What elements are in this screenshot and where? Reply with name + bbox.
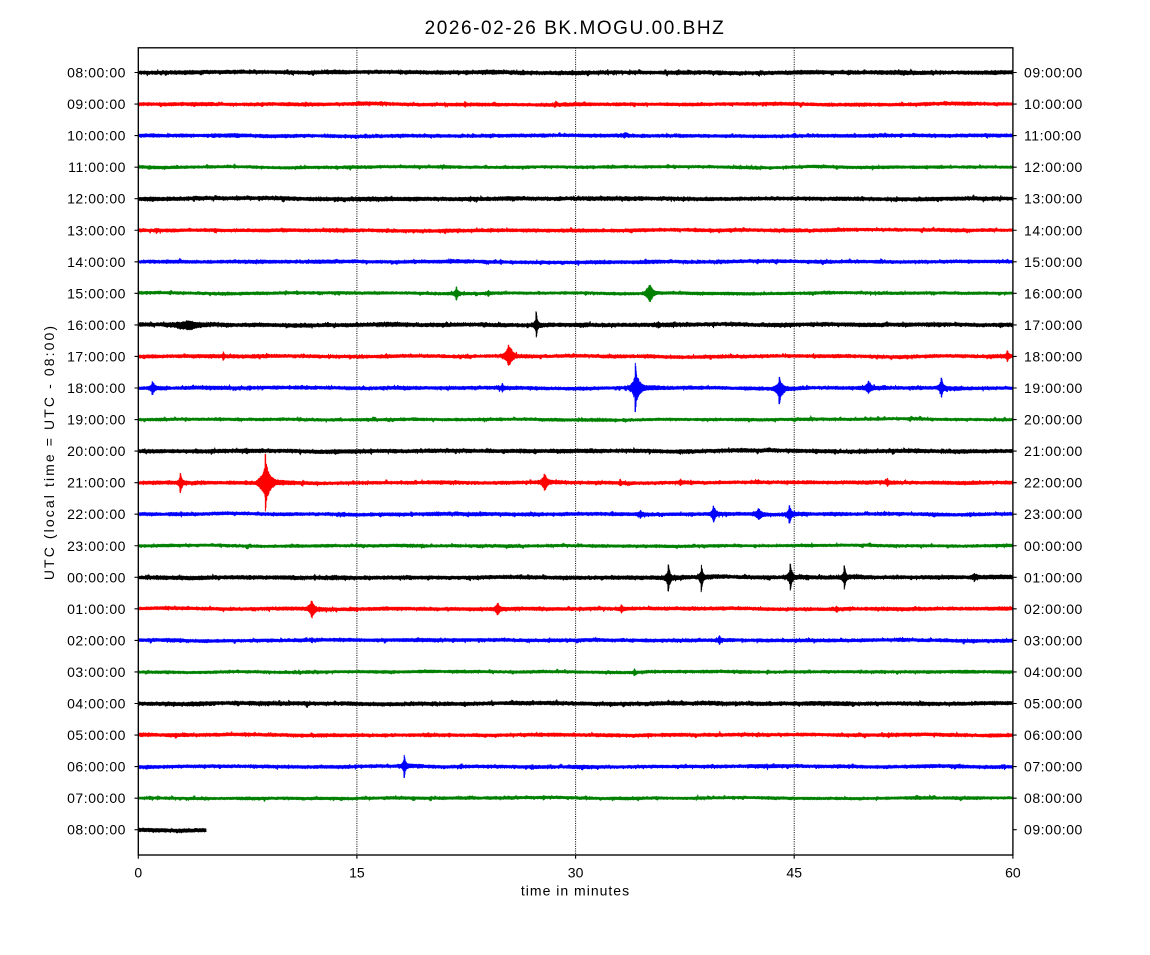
svg-text:UTC (local time = UTC - 08:00): UTC (local time = UTC - 08:00) xyxy=(41,324,57,580)
svg-text:05:00:00: 05:00:00 xyxy=(1024,696,1083,712)
svg-text:19:00:00: 19:00:00 xyxy=(1024,380,1083,396)
svg-text:08:00:00: 08:00:00 xyxy=(67,822,126,838)
svg-text:04:00:00: 04:00:00 xyxy=(1024,664,1083,680)
svg-text:00:00:00: 00:00:00 xyxy=(67,569,126,585)
svg-text:02:00:00: 02:00:00 xyxy=(1024,601,1083,617)
svg-text:04:00:00: 04:00:00 xyxy=(67,696,126,712)
svg-text:17:00:00: 17:00:00 xyxy=(1024,317,1083,333)
svg-text:20:00:00: 20:00:00 xyxy=(67,443,126,459)
svg-text:03:00:00: 03:00:00 xyxy=(1024,632,1083,648)
svg-text:12:00:00: 12:00:00 xyxy=(67,191,126,207)
svg-text:15: 15 xyxy=(349,865,365,881)
svg-text:05:00:00: 05:00:00 xyxy=(67,727,126,743)
svg-text:45: 45 xyxy=(786,865,802,881)
svg-text:10:00:00: 10:00:00 xyxy=(67,128,126,144)
svg-text:time in minutes: time in minutes xyxy=(521,883,630,899)
svg-text:23:00:00: 23:00:00 xyxy=(1024,506,1083,522)
svg-text:09:00:00: 09:00:00 xyxy=(67,96,126,112)
svg-text:13:00:00: 13:00:00 xyxy=(1024,191,1083,207)
svg-text:2026-02-26 BK.MOGU.00.BHZ: 2026-02-26 BK.MOGU.00.BHZ xyxy=(425,18,726,39)
svg-text:22:00:00: 22:00:00 xyxy=(67,506,126,522)
svg-text:07:00:00: 07:00:00 xyxy=(67,790,126,806)
svg-text:07:00:00: 07:00:00 xyxy=(1024,759,1083,775)
svg-text:60: 60 xyxy=(1005,865,1021,881)
svg-text:23:00:00: 23:00:00 xyxy=(67,538,126,554)
svg-text:19:00:00: 19:00:00 xyxy=(67,412,126,428)
svg-text:10:00:00: 10:00:00 xyxy=(1024,96,1083,112)
svg-text:02:00:00: 02:00:00 xyxy=(67,632,126,648)
svg-text:01:00:00: 01:00:00 xyxy=(1024,569,1083,585)
svg-text:20:00:00: 20:00:00 xyxy=(1024,412,1083,428)
svg-text:30: 30 xyxy=(568,865,584,881)
svg-text:12:00:00: 12:00:00 xyxy=(1024,159,1083,175)
svg-text:0: 0 xyxy=(134,865,142,881)
svg-text:13:00:00: 13:00:00 xyxy=(67,222,126,238)
svg-text:14:00:00: 14:00:00 xyxy=(1024,222,1083,238)
svg-text:08:00:00: 08:00:00 xyxy=(1024,790,1083,806)
svg-text:17:00:00: 17:00:00 xyxy=(67,348,126,364)
svg-text:06:00:00: 06:00:00 xyxy=(1024,727,1083,743)
svg-text:15:00:00: 15:00:00 xyxy=(1024,254,1083,270)
svg-text:09:00:00: 09:00:00 xyxy=(1024,822,1083,838)
svg-text:16:00:00: 16:00:00 xyxy=(67,317,126,333)
svg-text:00:00:00: 00:00:00 xyxy=(1024,538,1083,554)
svg-text:21:00:00: 21:00:00 xyxy=(67,475,126,491)
svg-text:06:00:00: 06:00:00 xyxy=(67,759,126,775)
svg-text:11:00:00: 11:00:00 xyxy=(1024,128,1082,144)
svg-text:16:00:00: 16:00:00 xyxy=(1024,285,1083,301)
svg-text:09:00:00: 09:00:00 xyxy=(1024,65,1083,81)
svg-text:08:00:00: 08:00:00 xyxy=(67,65,126,81)
svg-text:03:00:00: 03:00:00 xyxy=(67,664,126,680)
svg-text:18:00:00: 18:00:00 xyxy=(67,380,126,396)
svg-text:14:00:00: 14:00:00 xyxy=(67,254,126,270)
svg-text:15:00:00: 15:00:00 xyxy=(67,285,126,301)
svg-text:01:00:00: 01:00:00 xyxy=(67,601,126,617)
svg-text:22:00:00: 22:00:00 xyxy=(1024,475,1083,491)
svg-text:18:00:00: 18:00:00 xyxy=(1024,348,1083,364)
svg-text:11:00:00: 11:00:00 xyxy=(68,159,126,175)
svg-text:21:00:00: 21:00:00 xyxy=(1024,443,1083,459)
